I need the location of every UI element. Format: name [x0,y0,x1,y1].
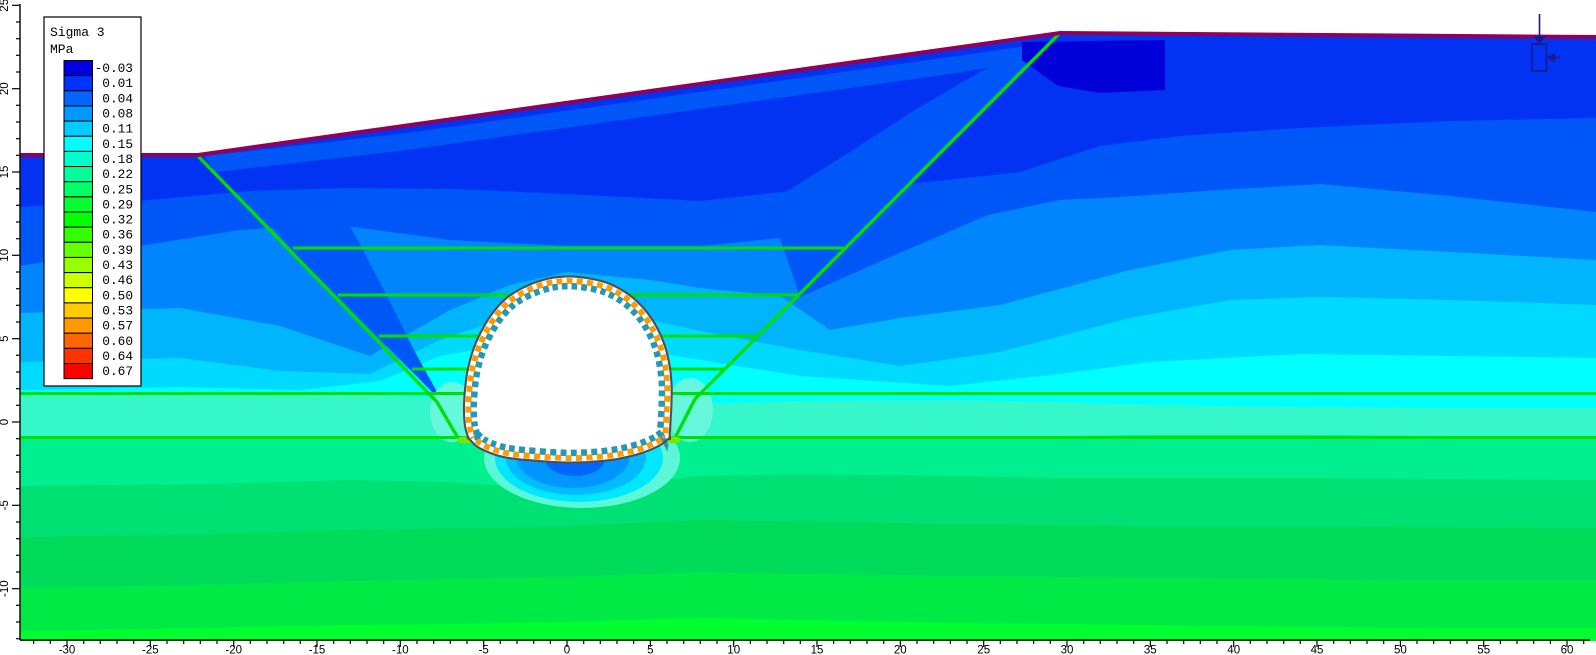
svg-text:-15: -15 [309,645,326,655]
svg-text:55: 55 [1477,645,1490,655]
svg-text:0.53: 0.53 [102,303,133,318]
svg-text:0.36: 0.36 [102,228,133,243]
svg-text:5: 5 [0,335,11,341]
svg-text:0.01: 0.01 [102,76,133,91]
svg-text:40: 40 [1227,645,1240,655]
svg-text:25: 25 [977,645,990,655]
svg-text:Sigma 3: Sigma 3 [50,25,105,40]
svg-text:-5: -5 [479,645,489,655]
svg-text:0.11: 0.11 [102,122,133,137]
svg-text:15: 15 [811,645,824,655]
svg-text:0.25: 0.25 [102,182,133,197]
svg-text:0.43: 0.43 [102,258,133,273]
svg-text:-0.03: -0.03 [95,61,133,76]
svg-text:60: 60 [1561,645,1574,655]
svg-text:0.08: 0.08 [102,107,133,122]
svg-text:MPa: MPa [50,42,74,57]
svg-text:0: 0 [564,645,570,655]
svg-text:0.46: 0.46 [102,273,133,288]
svg-text:45: 45 [1311,645,1324,655]
svg-text:10: 10 [727,645,740,655]
svg-text:0.29: 0.29 [102,197,133,212]
svg-text:0.18: 0.18 [102,152,133,167]
svg-text:15: 15 [0,166,11,179]
svg-text:20: 20 [894,645,907,655]
svg-text:5: 5 [647,645,653,655]
svg-text:0.22: 0.22 [102,167,133,182]
svg-text:25: 25 [0,0,11,12]
svg-text:0.04: 0.04 [102,91,133,106]
svg-text:0.32: 0.32 [102,213,133,228]
svg-text:0.64: 0.64 [102,349,133,364]
svg-text:20: 20 [0,82,11,95]
svg-text:0: 0 [0,419,11,425]
svg-text:50: 50 [1394,645,1407,655]
svg-text:0.39: 0.39 [102,243,133,258]
svg-text:-20: -20 [225,645,242,655]
svg-text:0.60: 0.60 [102,334,133,349]
svg-text:0.57: 0.57 [102,319,133,334]
svg-text:30: 30 [1061,645,1074,655]
svg-text:-10: -10 [392,645,409,655]
svg-text:-10: -10 [0,580,11,597]
svg-text:-5: -5 [0,500,11,510]
svg-text:0.50: 0.50 [102,288,133,303]
svg-text:35: 35 [1144,645,1157,655]
svg-text:-25: -25 [142,645,159,655]
svg-text:10: 10 [0,249,11,262]
svg-text:0.67: 0.67 [102,364,133,379]
svg-text:0.15: 0.15 [102,137,133,152]
svg-text:-30: -30 [59,645,76,655]
